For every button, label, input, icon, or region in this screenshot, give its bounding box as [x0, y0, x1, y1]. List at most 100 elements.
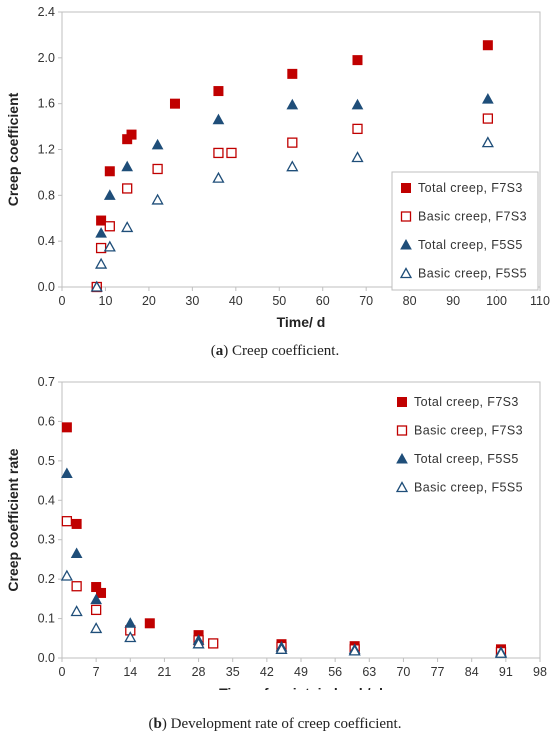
- chart-b-y-tick-label: 0.6: [38, 414, 55, 428]
- chart-a-point-total-creep-f5s5: [121, 160, 134, 172]
- chart-b-y-tick-label: 0.5: [38, 454, 55, 468]
- chart-a-x-tick-label: 110: [530, 294, 550, 308]
- chart-a-point-basic-creep-f7s3: [122, 183, 133, 194]
- chart-a-point-basic-creep-f5s5: [481, 136, 494, 148]
- chart-a-point-basic-creep-f5s5: [121, 221, 134, 233]
- chart-a-point-basic-creep-f5s5: [212, 171, 225, 183]
- chart-a-x-axis-label: Time/ d: [277, 314, 326, 330]
- chart-b-legend-marker-basic-creep-f5s5: [395, 481, 409, 493]
- chart-a-x-tick-label: 70: [359, 294, 373, 308]
- chart-a-point-total-creep-f7s3: [287, 68, 298, 79]
- chart-b-x-tick-label: 21: [157, 665, 171, 679]
- chart-a-legend-label-basic-creep-f5s5: Basic creep, F5S5: [418, 267, 527, 281]
- chart-b-y-tick-label: 0.7: [38, 375, 55, 389]
- chart-b-legend-marker-total-creep-f5s5: [396, 452, 408, 464]
- chart-a-y-tick-label: 1.2: [38, 143, 55, 157]
- chart-a-y-tick-label: 2.4: [38, 5, 55, 19]
- chart-b-x-tick-label: 98: [533, 665, 547, 679]
- caption-a-label: a: [215, 343, 224, 359]
- chart-a-x-tick-label: 100: [486, 294, 507, 308]
- chart-b-x-tick-label: 91: [499, 665, 513, 679]
- chart-a-point-basic-creep-f5s5: [351, 151, 364, 163]
- chart-b-point-basic-creep-f5s5: [192, 637, 205, 649]
- chart-a-point-basic-creep-f7s3: [213, 147, 224, 159]
- chart-b-point-basic-creep-f5s5: [124, 631, 137, 643]
- chart-b-y-tick-label: 0.4: [38, 493, 55, 507]
- chart-a-y-tick-label: 1.6: [38, 97, 55, 111]
- caption-a: (a) Creep coefficient.: [210, 343, 340, 359]
- chart-b-point-basic-creep-f7s3: [61, 516, 73, 527]
- creep-coefficient-chart: 0.0 0.4 0.8 1.2 1.6 2.0 2.4 0 10 20 30 40 50 60 70 80 90…: [0, 0, 550, 343]
- chart-b-y-tick-label: 0.2: [38, 572, 55, 586]
- chart-b-legend-label-basic-creep-f7s3: Basic creep, F7S3: [414, 424, 523, 438]
- chart-a-point-basic-creep-f7s3: [152, 163, 163, 175]
- chart-b-point-basic-creep-f5s5: [494, 646, 508, 658]
- chart-a-y-tick-label: 0.0: [38, 280, 55, 294]
- chart-a-legend-label-basic-creep-f7s3: Basic creep, F7S3: [418, 210, 527, 224]
- chart-b-point-basic-creep-f5s5: [60, 569, 73, 581]
- chart-b-point-total-creep-f7s3: [61, 422, 72, 433]
- caption-b-label: b: [153, 716, 162, 732]
- chart-b-x-tick-label: 35: [226, 665, 240, 679]
- chart-b-x-tick-label: 28: [192, 665, 206, 679]
- chart-a-point-total-creep-f7s3: [352, 55, 363, 66]
- chart-a-x-tick-label: 20: [142, 294, 156, 308]
- chart-a-x-tick-label: 80: [403, 294, 417, 308]
- chart-a-point-basic-creep-f7s3: [352, 123, 363, 135]
- chart-b-legend-label-total-creep-f7s3: Total creep, F7S3: [414, 395, 519, 409]
- chart-b-point-basic-creep-f7s3: [71, 581, 82, 592]
- chart-a-legend-marker-total-creep-f7s3: [401, 183, 411, 193]
- chart-a-point-basic-creep-f5s5: [286, 160, 299, 172]
- chart-a-legend-marker-basic-creep-f7s3: [400, 211, 412, 222]
- chart-b-point-basic-creep-f5s5: [90, 622, 103, 634]
- chart-a-point-total-creep-f5s5: [95, 227, 107, 238]
- chart-a-point-total-creep-f7s3: [126, 129, 137, 140]
- chart-b-series-basic-creep-f5s5: [60, 569, 508, 658]
- chart-a-point-basic-creep-f5s5: [95, 257, 108, 269]
- creep-rate-plot: 0.0 0.1 0.2 0.3 0.4 0.5 0.6 0.7 0 7 14 21 28 35 42 49 56…: [5, 375, 547, 701]
- chart-a-x-tick-label: 60: [316, 294, 330, 308]
- chart-b-x-tick-label: 77: [431, 665, 445, 679]
- chart-b-point-total-creep-f5s5: [90, 593, 102, 605]
- chart-b-legend-marker-total-creep-f7s3: [397, 397, 407, 407]
- chart-a-point-total-creep-f5s5: [351, 98, 364, 110]
- chart-a-point-basic-creep-f7s3: [226, 147, 237, 159]
- chart-b-x-tick-label: 63: [362, 665, 376, 679]
- chart-b-x-tick-label: 42: [260, 665, 274, 679]
- chart-a-series-basic-creep-f5s5: [90, 136, 494, 292]
- chart-a-point-total-creep-f5s5: [482, 93, 494, 104]
- chart-a-point-basic-creep-f5s5: [151, 193, 164, 205]
- chart-a-y-tick-label: 0.4: [38, 234, 55, 248]
- caption-b: (b) Development rate of creep coefficien…: [148, 716, 402, 732]
- chart-a-point-basic-creep-f7s3: [95, 242, 107, 254]
- chart-b-y-tick-label: 0.1: [38, 612, 55, 626]
- chart-a-point-basic-creep-f7s3: [104, 221, 115, 232]
- chart-a-point-total-creep-f7s3: [104, 166, 115, 177]
- chart-b-y-tick-label: 0.0: [38, 651, 55, 665]
- chart-a-y-axis-label: Creep coefficient: [5, 92, 21, 206]
- chart-b-x-axis-label: Time of maintain load / d: [219, 685, 383, 690]
- chart-a-x-tick-label: 10: [99, 294, 113, 308]
- chart-b-x-tick-label: 7: [93, 665, 100, 679]
- chart-b-point-total-creep-f7s3: [96, 587, 107, 598]
- chart-a-point-total-creep-f5s5: [212, 113, 225, 125]
- chart-b-legend-label-basic-creep-f5s5: Basic creep, F5S5: [414, 481, 523, 495]
- chart-a-point-total-creep-f7s3: [482, 40, 493, 51]
- chart-a-x-tick-label: 30: [185, 294, 199, 308]
- chart-a-legend-box: [391, 171, 539, 291]
- chart-a-point-basic-creep-f7s3: [287, 137, 298, 148]
- chart-b-x-tick-label: 14: [123, 665, 137, 679]
- creep-coefficient-plot: 0.0 0.4 0.8 1.2 1.6 2.0 2.4 0 10 20 30 40 50 60 70 80 90…: [5, 5, 550, 330]
- chart-b-point-total-creep-f5s5: [124, 617, 137, 628]
- chart-b-y-tick-label: 0.3: [38, 533, 55, 547]
- chart-b-legend-label-total-creep-f5s5: Total creep, F5S5: [414, 452, 519, 466]
- creep-rate-chart: 0.0 0.1 0.2 0.3 0.4 0.5 0.6 0.7 0 7 14 21 28 35 42 49 56…: [0, 370, 550, 701]
- chart-b-point-basic-creep-f5s5: [348, 644, 361, 656]
- chart-a-point-basic-creep-f5s5: [103, 240, 116, 252]
- chart-b-point-basic-creep-f5s5: [70, 605, 83, 617]
- chart-b-legend: Total creep, F7S3 Basic creep, F7S3 Total …: [395, 395, 523, 495]
- chart-b-point-total-creep-f7s3: [71, 518, 82, 529]
- chart-a-point-total-creep-f5s5: [151, 138, 164, 150]
- chart-a-point-total-creep-f7s3: [169, 98, 180, 109]
- chart-b-point-basic-creep-f5s5: [275, 642, 288, 654]
